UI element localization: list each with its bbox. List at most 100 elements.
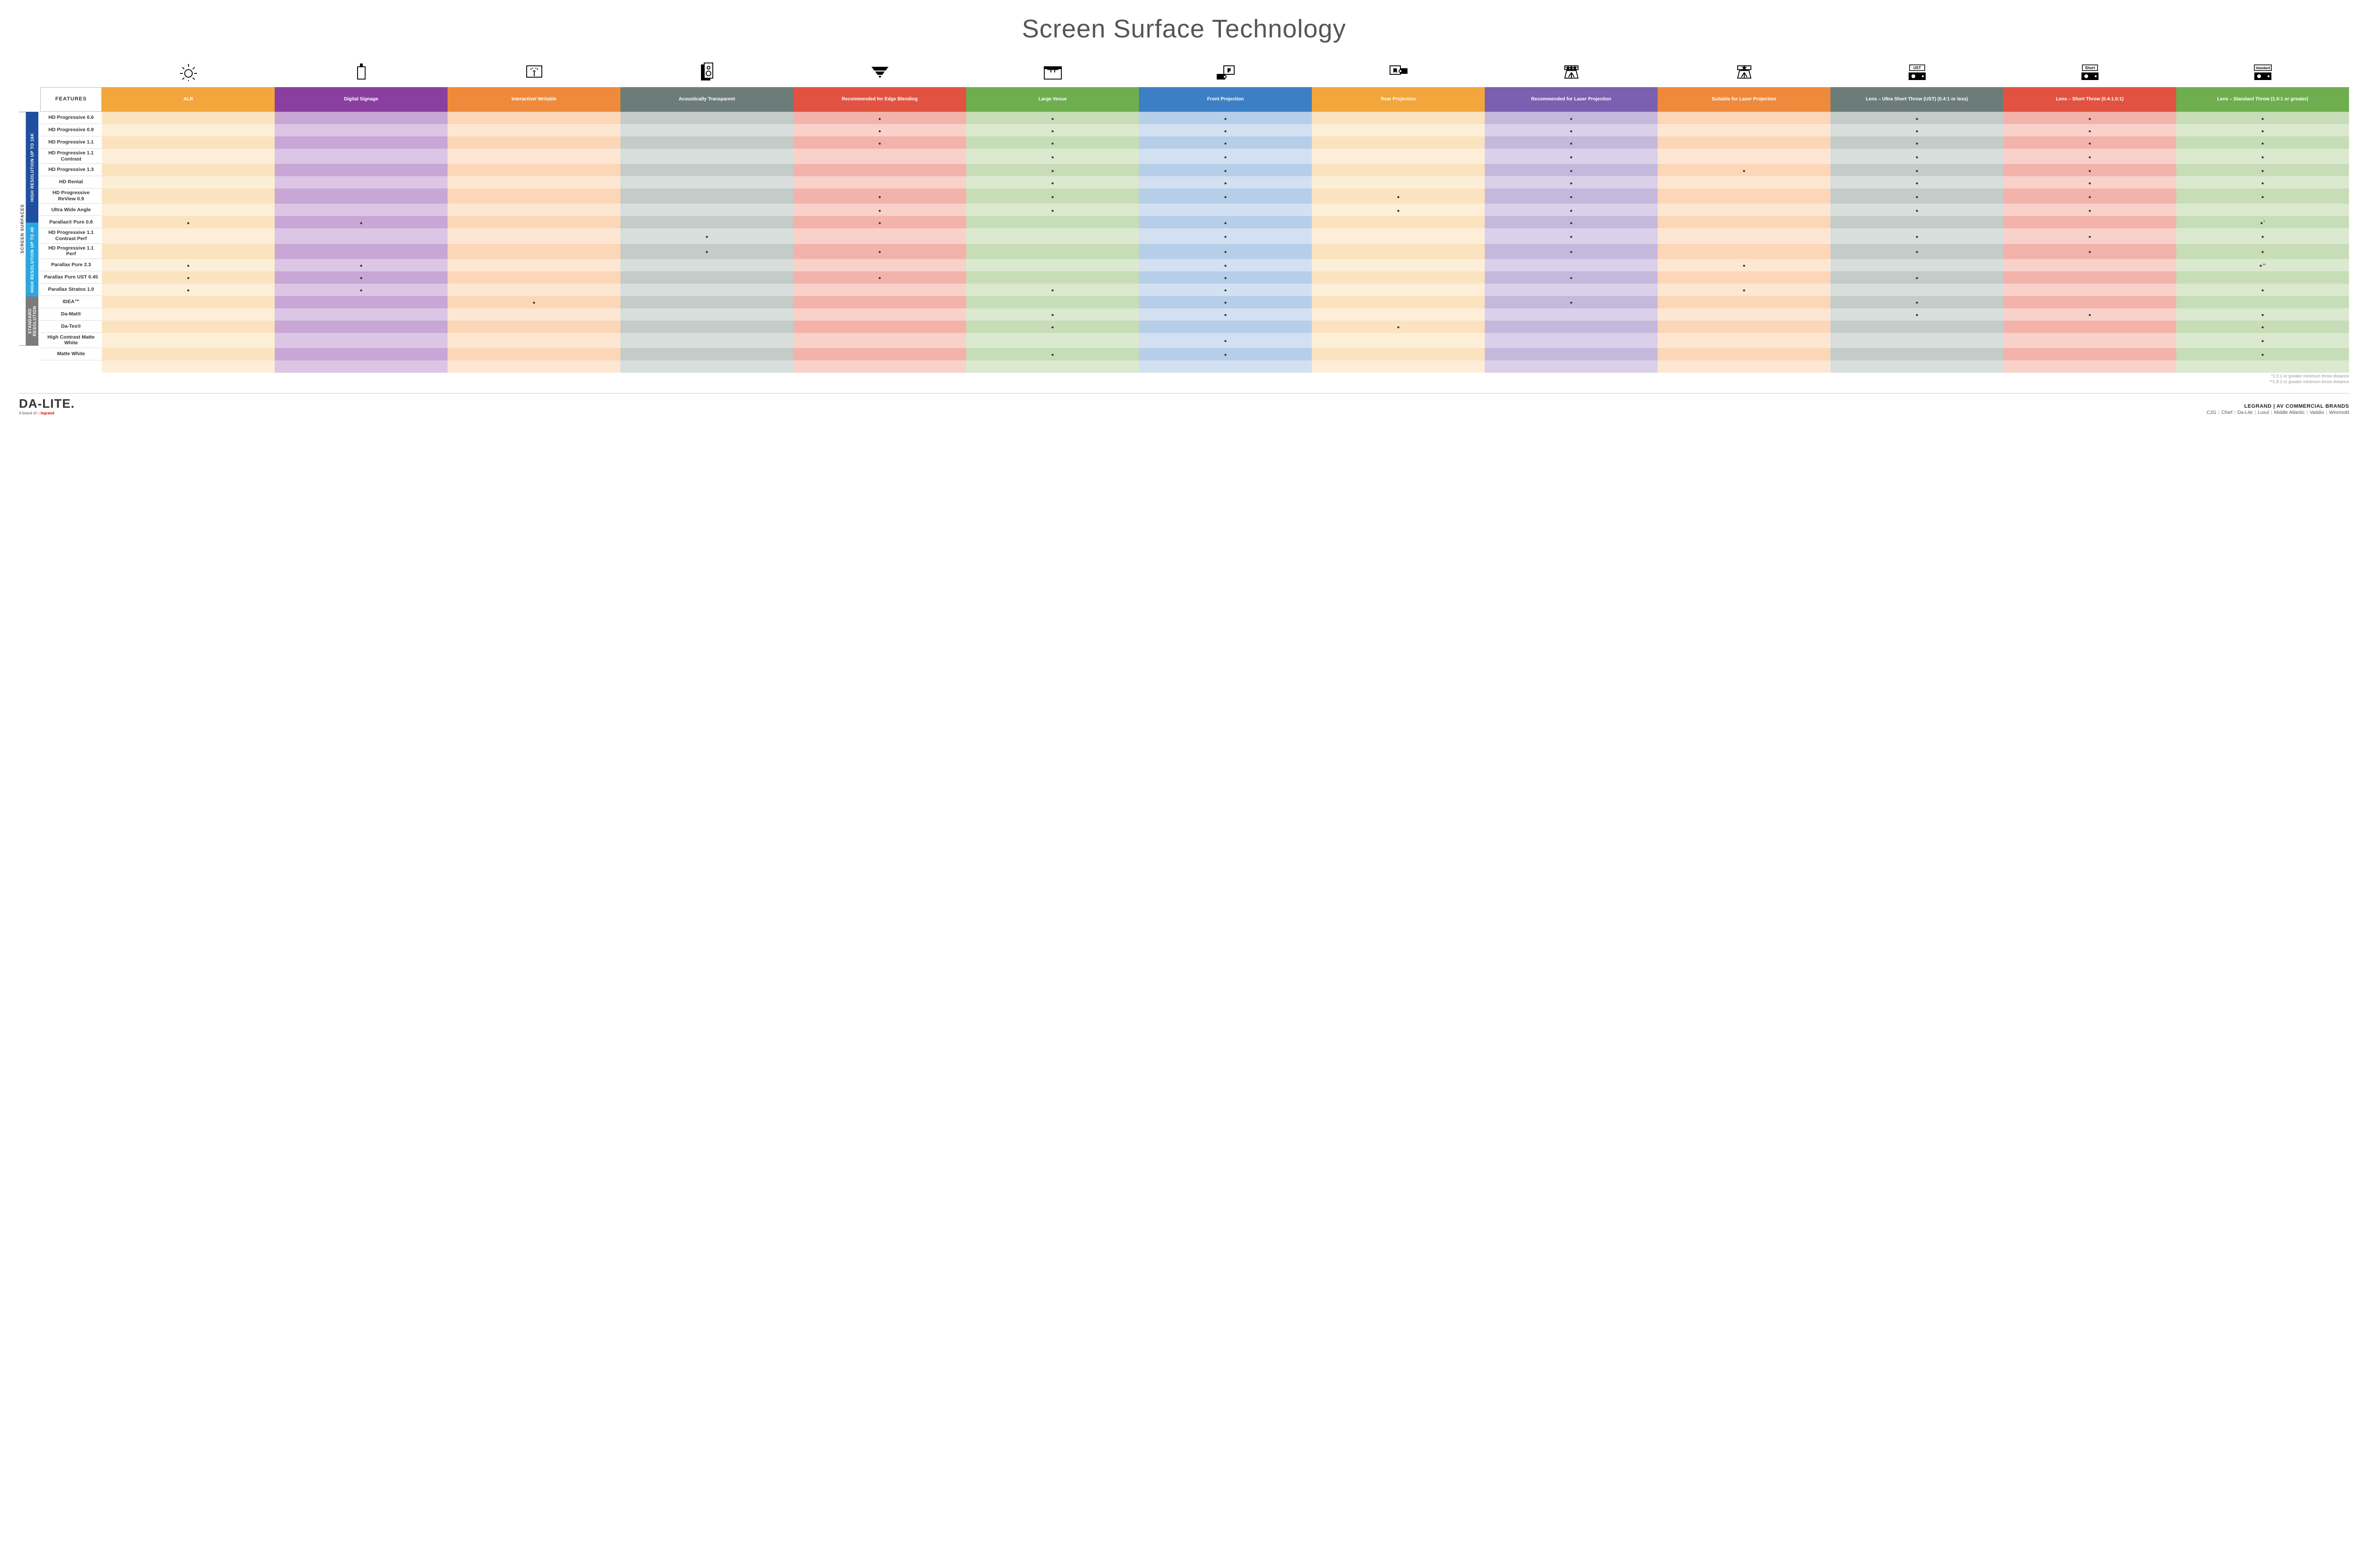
row-label: Da-Mat® (40, 308, 102, 321)
cell-writable (448, 136, 620, 149)
comparison-grid: FR★★★★USTShortStandardFEATURESALRDigital… (40, 58, 2349, 373)
cell-signage (275, 124, 448, 136)
cell-writable (448, 216, 620, 228)
cell-venue (966, 259, 1139, 271)
cell-rear (1312, 136, 1485, 149)
cell-ust (1830, 259, 2003, 271)
cell-alr (102, 284, 275, 296)
cell-edge (793, 188, 966, 204)
cell-std (2176, 112, 2349, 124)
cell-rear (1312, 321, 1485, 333)
short-icon: Short (2003, 58, 2176, 87)
cell-acoustic (620, 321, 793, 333)
cell-laser_rec (1485, 216, 1658, 228)
cell-short (2003, 164, 2176, 176)
front-icon: F (1139, 58, 1312, 87)
venue-icon (966, 58, 1139, 87)
cell-std (2176, 204, 2349, 216)
cell-signage (275, 216, 448, 228)
row-label: High Contrast Matte White (40, 333, 102, 348)
cell-edge (793, 271, 966, 284)
row-label: HD Progressive 0.9 (40, 124, 102, 136)
edge-icon (793, 58, 966, 87)
cell-front (1139, 244, 1312, 259)
cell-signage (275, 259, 448, 271)
cell-laser_rec (1485, 188, 1658, 204)
cell-laser_ok (1658, 204, 1830, 216)
cell-std (2176, 333, 2349, 348)
cell-laser_ok (1658, 321, 1830, 333)
col-header-laser_ok: Suitable for Laser Projection (1658, 87, 1830, 112)
cell-ust (1830, 204, 2003, 216)
cell-venue (966, 124, 1139, 136)
cell-std (2176, 321, 2349, 333)
row-label: Parallax Pure 2.3 (40, 259, 102, 271)
cell-venue (966, 204, 1139, 216)
cell-short (2003, 112, 2176, 124)
rear-icon: R (1312, 58, 1485, 87)
svg-text:★★★: ★★★ (1566, 66, 1577, 70)
cell-front (1139, 204, 1312, 216)
cell-laser_rec (1485, 271, 1658, 284)
cell-std (2176, 164, 2349, 176)
cell-front (1139, 333, 1312, 348)
cell-acoustic (620, 259, 793, 271)
cell-short (2003, 259, 2176, 271)
cell-alr (102, 204, 275, 216)
svg-text:Standard: Standard (2255, 67, 2269, 70)
cell-ust (1830, 149, 2003, 164)
cell-front (1139, 271, 1312, 284)
cell-edge (793, 296, 966, 308)
tint-footer (1658, 360, 1830, 373)
icon-spacer (40, 58, 102, 87)
row-label: Parallax Stratos 1.0 (40, 284, 102, 296)
cell-short (2003, 321, 2176, 333)
brand-tagline: A brand of □ legrand (19, 411, 75, 415)
cell-short (2003, 296, 2176, 308)
tint-footer (2003, 360, 2176, 373)
cell-writable (448, 228, 620, 243)
side-group-label: HIGH RESOLUTION UP TO 4K (26, 223, 38, 296)
cell-venue (966, 176, 1139, 188)
cell-alr (102, 176, 275, 188)
cell-writable (448, 284, 620, 296)
laser_rec-icon: ★★★ (1485, 58, 1658, 87)
cell-laser_rec (1485, 136, 1658, 149)
tint-footer (1485, 360, 1658, 373)
tint-footer (620, 360, 793, 373)
cell-std (2176, 136, 2349, 149)
cell-alr (102, 321, 275, 333)
cell-front (1139, 124, 1312, 136)
cell-signage (275, 112, 448, 124)
cell-laser_rec (1485, 112, 1658, 124)
cell-edge (793, 259, 966, 271)
tint-footer (448, 360, 620, 373)
cell-venue (966, 149, 1139, 164)
cell-rear (1312, 228, 1485, 243)
cell-acoustic (620, 271, 793, 284)
col-header-acoustic: Acoustically Transparent (620, 87, 793, 112)
tint-footer (793, 360, 966, 373)
cell-acoustic (620, 296, 793, 308)
svg-text:Short: Short (2085, 66, 2095, 70)
footer-parent-brand: LEGRAND | AV COMMERCIAL BRANDS (2207, 403, 2349, 409)
cell-acoustic (620, 124, 793, 136)
side-group-label: STANDARD RESOLUTION (26, 296, 38, 346)
cell-acoustic (620, 176, 793, 188)
cell-alr (102, 164, 275, 176)
cell-laser_ok (1658, 284, 1830, 296)
cell-short (2003, 348, 2176, 360)
cell-laser_ok (1658, 348, 1830, 360)
cell-laser_ok (1658, 228, 1830, 243)
cell-front (1139, 149, 1312, 164)
cell-acoustic (620, 136, 793, 149)
cell-laser_rec (1485, 348, 1658, 360)
cell-venue (966, 188, 1139, 204)
cell-signage (275, 333, 448, 348)
cell-rear (1312, 296, 1485, 308)
cell-writable (448, 188, 620, 204)
cell-alr (102, 244, 275, 259)
cell-std (2176, 308, 2349, 321)
cell-edge (793, 228, 966, 243)
cell-writable (448, 164, 620, 176)
